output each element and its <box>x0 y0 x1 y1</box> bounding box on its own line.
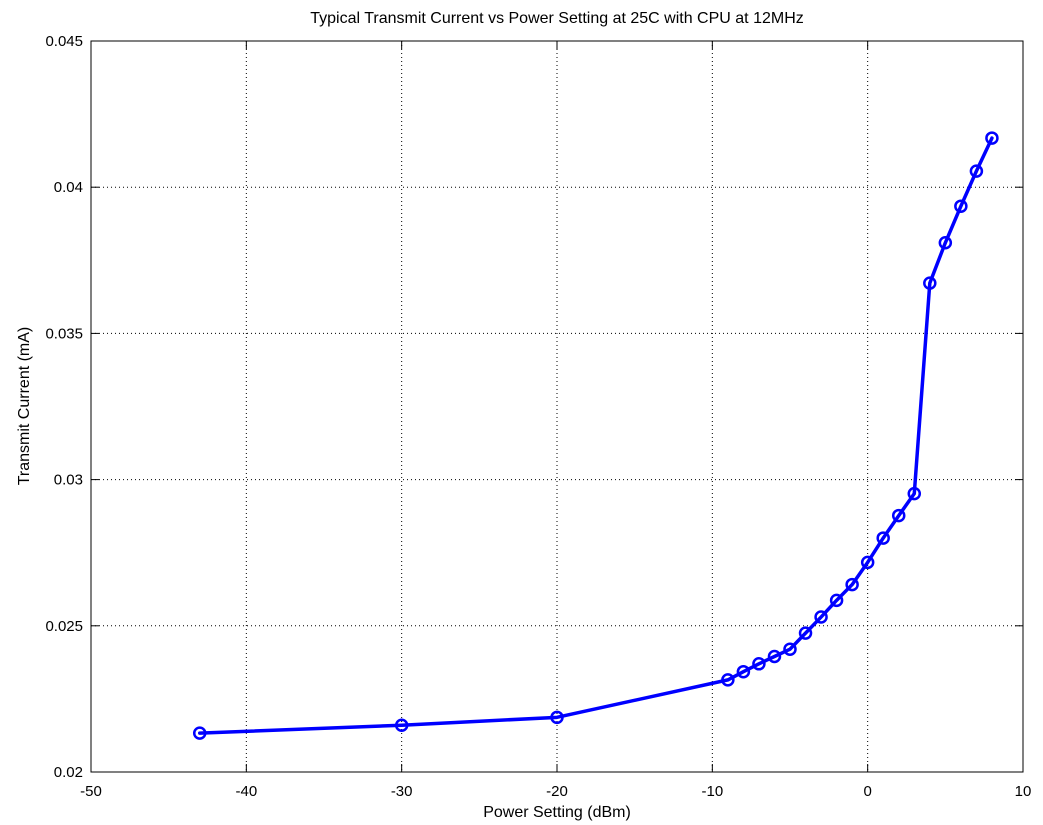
data-point <box>752 657 766 671</box>
data-point <box>192 726 207 740</box>
data-point <box>876 531 890 545</box>
chart-title: Typical Transmit Current vs Power Settin… <box>310 10 804 27</box>
data-point <box>798 626 813 640</box>
axis-ticks: -50 -40 -30 -20 -10 0 10 0.02 0.025 0.03 0.035 0.04… <box>45 33 1031 800</box>
data-point <box>814 610 828 624</box>
data-point <box>954 199 968 213</box>
y-tick-label: 0.04 <box>54 179 83 196</box>
grid-lines <box>91 41 1023 772</box>
y-tick-label: 0.03 <box>54 472 83 489</box>
data-point <box>891 508 906 523</box>
y-axis-label: Transmit Current (mA) <box>16 327 33 486</box>
data-point <box>721 673 735 687</box>
data-point <box>907 486 922 501</box>
data-point <box>969 164 984 178</box>
data-point <box>923 276 937 290</box>
x-tick-label: -50 <box>80 783 102 800</box>
data-series <box>192 131 999 740</box>
data-point <box>829 593 844 608</box>
y-tick-label: 0.045 <box>45 33 83 50</box>
data-point <box>736 664 751 679</box>
data-point <box>845 577 859 592</box>
x-tick-label: -10 <box>701 783 723 800</box>
y-tick-label: 0.025 <box>45 618 83 635</box>
y-tick-label: 0.02 <box>54 764 83 781</box>
y-tick-label: 0.035 <box>45 325 83 342</box>
x-tick-label: -20 <box>546 783 568 800</box>
data-point <box>767 649 782 664</box>
data-point <box>783 642 797 656</box>
x-tick-label: -30 <box>391 783 413 800</box>
x-tick-label: -40 <box>235 783 257 800</box>
data-point <box>860 555 875 570</box>
x-tick-label: 10 <box>1015 783 1032 800</box>
x-tick-label: 0 <box>863 783 871 800</box>
x-axis-label: Power Setting (dBm) <box>483 804 631 821</box>
data-point <box>550 710 564 725</box>
data-point <box>985 131 999 145</box>
data-point <box>938 236 953 250</box>
data-point <box>394 718 409 732</box>
